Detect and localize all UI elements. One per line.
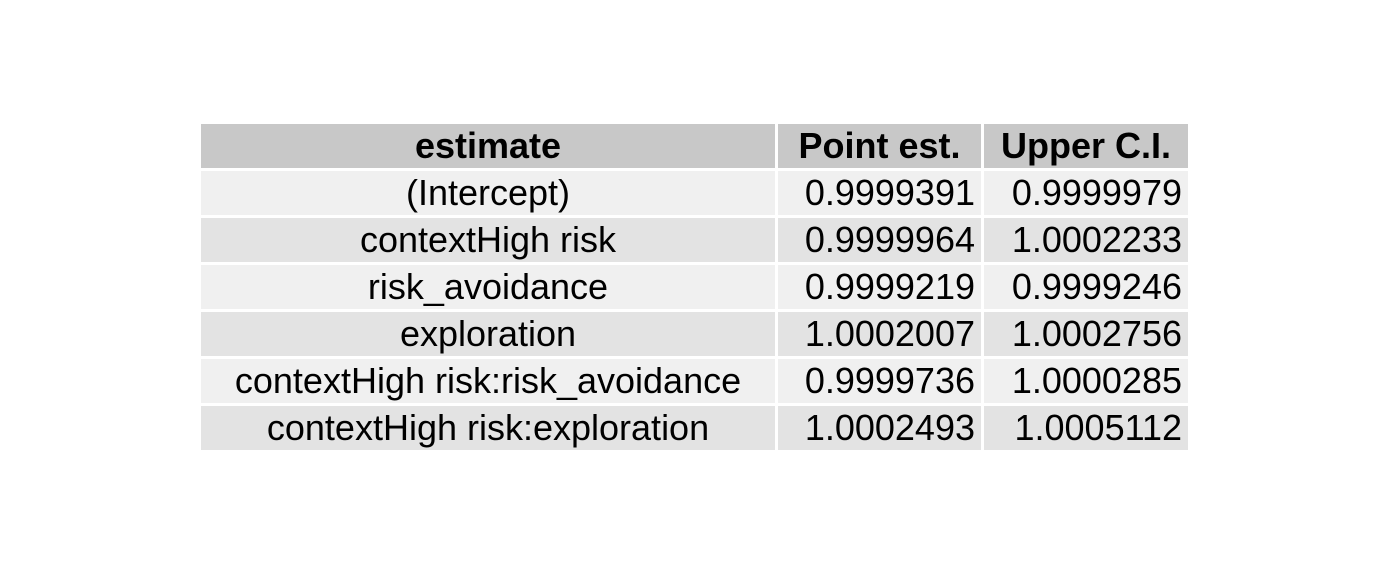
table-row: contextHigh risk 0.9999964 1.0002233 — [201, 218, 1188, 262]
cell-point-est: 0.9999964 — [778, 218, 981, 262]
header-point-est: Point est. — [778, 124, 981, 168]
table-row: contextHigh risk:exploration 1.0002493 1… — [201, 406, 1188, 450]
estimates-table: estimate Point est. Upper C.I. (Intercep… — [198, 121, 1191, 453]
header-estimate: estimate — [201, 124, 775, 168]
cell-estimate: risk_avoidance — [201, 265, 775, 309]
cell-estimate: contextHigh risk — [201, 218, 775, 262]
cell-estimate: contextHigh risk:exploration — [201, 406, 775, 450]
cell-upper-ci: 0.9999979 — [984, 171, 1188, 215]
table-row: risk_avoidance 0.9999219 0.9999246 — [201, 265, 1188, 309]
cell-estimate: (Intercept) — [201, 171, 775, 215]
cell-upper-ci: 1.0005112 — [984, 406, 1188, 450]
header-upper-ci: Upper C.I. — [984, 124, 1188, 168]
table-row: contextHigh risk:risk_avoidance 0.999973… — [201, 359, 1188, 403]
cell-estimate: contextHigh risk:risk_avoidance — [201, 359, 775, 403]
cell-point-est: 1.0002493 — [778, 406, 981, 450]
cell-point-est: 0.9999736 — [778, 359, 981, 403]
table-header-row: estimate Point est. Upper C.I. — [201, 124, 1188, 168]
cell-upper-ci: 1.0002756 — [984, 312, 1188, 356]
cell-upper-ci: 0.9999246 — [984, 265, 1188, 309]
cell-upper-ci: 1.0002233 — [984, 218, 1188, 262]
cell-point-est: 0.9999219 — [778, 265, 981, 309]
cell-upper-ci: 1.0000285 — [984, 359, 1188, 403]
table-row: (Intercept) 0.9999391 0.9999979 — [201, 171, 1188, 215]
table-row: exploration 1.0002007 1.0002756 — [201, 312, 1188, 356]
cell-point-est: 0.9999391 — [778, 171, 981, 215]
cell-point-est: 1.0002007 — [778, 312, 981, 356]
estimates-table-container: estimate Point est. Upper C.I. (Intercep… — [201, 124, 1188, 450]
cell-estimate: exploration — [201, 312, 775, 356]
